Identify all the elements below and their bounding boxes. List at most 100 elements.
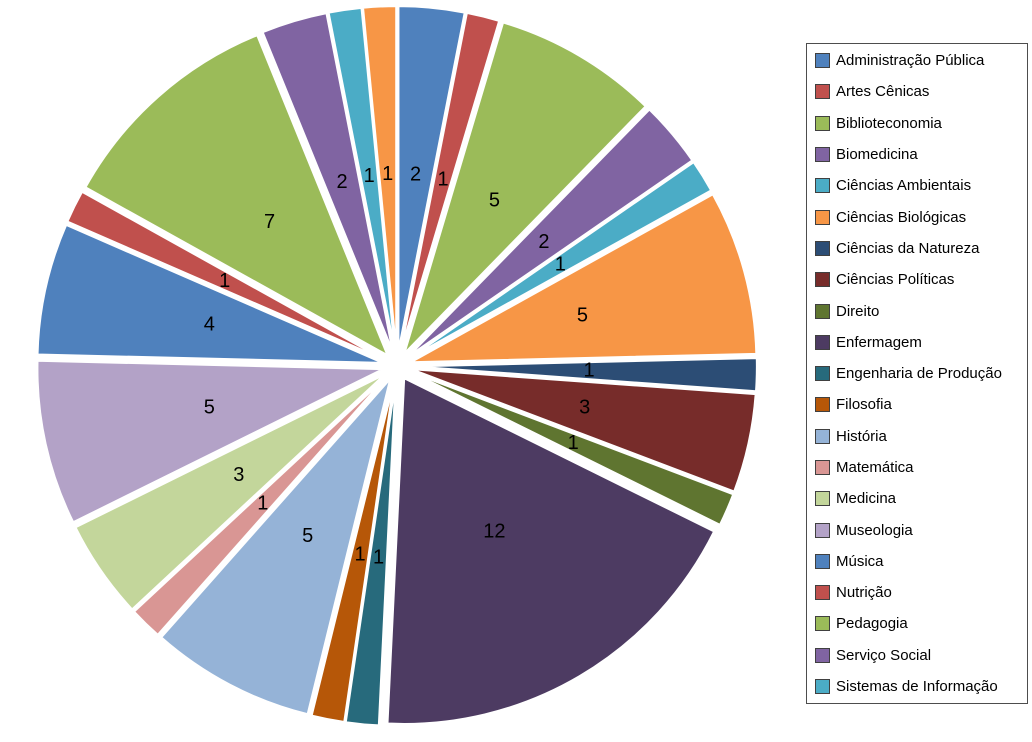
- pie-slice: [344, 379, 397, 727]
- pie-slice: [132, 375, 389, 637]
- legend-item: Engenharia de Produção: [815, 358, 1027, 389]
- slice-value-label: 7: [264, 211, 275, 233]
- legend-swatch: [815, 460, 830, 475]
- legend-swatch: [815, 679, 830, 695]
- legend-item: Nutrição: [815, 577, 1027, 608]
- slice-value-label: 3: [233, 464, 244, 486]
- legend-swatch: [815, 115, 830, 131]
- pie-slice: [406, 107, 694, 358]
- pie-slice: [399, 11, 501, 353]
- legend-label: Museologia: [836, 521, 913, 539]
- legend-item: Serviço Social: [815, 640, 1027, 671]
- pie-slice: [65, 190, 385, 361]
- pie-slice: [386, 376, 716, 726]
- legend-item: Biblioteconomia: [815, 108, 1027, 139]
- legend-label: Ciências Biológicas: [836, 208, 967, 226]
- legend-label: Ciências da Natureza: [836, 239, 980, 257]
- legend-item: Ciências Biológicas: [815, 201, 1027, 232]
- slice-value-label: 2: [538, 231, 549, 253]
- legend-label: Nutrição: [836, 584, 892, 602]
- legend-item: Enfermagem: [815, 327, 1027, 358]
- legend-label: Filosofia: [836, 396, 892, 414]
- legend-label: Pedagogia: [836, 615, 908, 633]
- legend-swatch: [815, 303, 830, 319]
- slice-value-label: 3: [579, 397, 590, 419]
- legend-swatch: [815, 491, 830, 507]
- pie-slice: [261, 11, 395, 353]
- slice-value-label: 1: [382, 163, 393, 185]
- legend-item: Pedagogia: [815, 608, 1027, 639]
- slice-value-label: 1: [355, 544, 366, 566]
- pie-slice: [410, 367, 757, 494]
- pie-slice: [327, 6, 397, 353]
- pie-slice: [409, 192, 758, 364]
- legend-item: Matemática: [815, 452, 1027, 483]
- legend-item: Artes Cênicas: [815, 76, 1027, 107]
- legend-item: Sistemas de Informação: [815, 671, 1027, 702]
- legend-label: Sistemas de Informação: [836, 678, 998, 696]
- legend-swatch: [815, 178, 830, 194]
- legend-label: Biomedicina: [836, 146, 918, 164]
- legend-label: História: [836, 427, 887, 445]
- pie-slice: [159, 377, 392, 716]
- legend-label: Matemática: [836, 459, 914, 476]
- legend-label: Música: [836, 552, 884, 570]
- slice-value-label: 5: [577, 305, 588, 327]
- slice-value-label: 12: [483, 521, 505, 543]
- slice-value-label: 1: [257, 493, 268, 515]
- legend-swatch: [815, 616, 830, 632]
- legend-item: História: [815, 421, 1027, 452]
- slice-value-label: 5: [204, 397, 215, 419]
- pie-slice: [409, 370, 735, 527]
- legend-swatch: [815, 334, 830, 350]
- legend-swatch: [815, 366, 830, 382]
- legend-item: Ciências Ambientais: [815, 170, 1027, 201]
- legend-label: Medicina: [836, 490, 897, 508]
- legend-label: Ciências Políticas: [836, 271, 955, 289]
- legend-swatch: [815, 272, 830, 288]
- legend-item: Museologia: [815, 514, 1027, 545]
- pie-slice: [36, 223, 384, 365]
- legend-label: Administração Pública: [836, 52, 985, 70]
- legend-swatch: [815, 209, 830, 225]
- legend-swatch: [815, 84, 830, 100]
- slice-value-label: 1: [584, 360, 595, 382]
- pie-slice: [408, 160, 713, 360]
- legend-swatch: [815, 522, 830, 538]
- legend-item: Medicina: [815, 483, 1027, 514]
- legend-label: Artes Cênicas: [836, 83, 930, 101]
- slice-value-label: 2: [410, 164, 421, 186]
- legend-item: Filosofia: [815, 389, 1027, 420]
- legend-swatch: [815, 53, 830, 69]
- slice-value-label: 4: [204, 314, 215, 336]
- legend-swatch: [815, 585, 830, 601]
- legend-label: Serviço Social: [836, 646, 932, 664]
- legend-item: Administração Pública: [815, 45, 1027, 76]
- pie-slice: [83, 33, 390, 359]
- slice-value-label: 1: [219, 270, 230, 292]
- slice-value-label: 1: [568, 432, 579, 454]
- legend-swatch: [815, 397, 830, 413]
- pie-slice: [403, 21, 648, 355]
- legend-swatch: [815, 428, 830, 444]
- legend: Administração Pública Artes Cênicas Biblio…: [806, 43, 1028, 704]
- legend-label: Biblioteconomia: [836, 114, 942, 132]
- pie-slice: [361, 4, 398, 353]
- slice-value-label: 1: [555, 254, 566, 276]
- pie-slice: [310, 379, 396, 724]
- legend-label: Direito: [836, 302, 880, 320]
- legend-item: Direito: [815, 295, 1027, 326]
- pie-slice: [73, 372, 387, 612]
- slice-value-label: 2: [336, 171, 347, 193]
- legend-item: Ciências Políticas: [815, 264, 1027, 295]
- pie-slice: [397, 4, 467, 353]
- legend-item: Música: [815, 546, 1027, 577]
- slice-value-label: 1: [437, 168, 448, 190]
- legend-swatch: [815, 647, 830, 663]
- pie-slice: [36, 359, 384, 524]
- legend-item: Biomedicina: [815, 139, 1027, 170]
- legend-swatch: [815, 147, 830, 163]
- legend-label: Ciências Ambientais: [836, 177, 972, 195]
